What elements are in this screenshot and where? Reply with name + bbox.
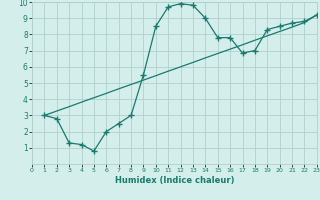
X-axis label: Humidex (Indice chaleur): Humidex (Indice chaleur) bbox=[115, 176, 234, 185]
